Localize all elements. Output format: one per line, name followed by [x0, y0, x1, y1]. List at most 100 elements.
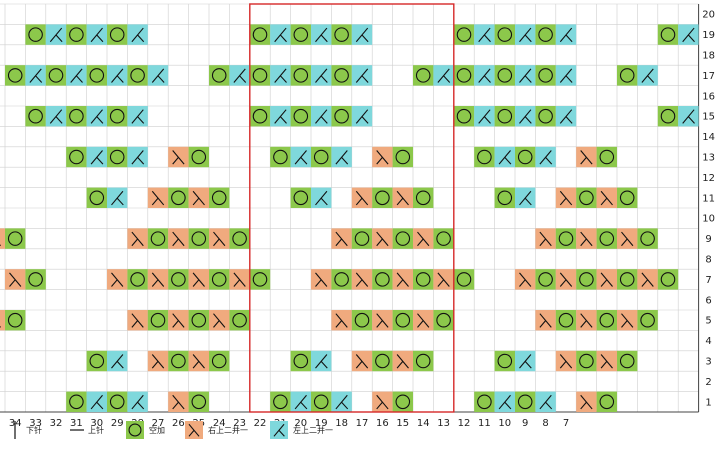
left-k2tog-icon — [559, 109, 573, 124]
right-k2tog-icon — [233, 272, 246, 287]
yarn-over-cell — [311, 146, 332, 168]
yarn-over-icon — [334, 68, 349, 83]
right-k2tog-icon — [376, 231, 389, 247]
right-k2tog-cell — [535, 228, 556, 249]
yarn-over-icon — [456, 272, 472, 287]
yarn-over-cell — [249, 65, 271, 86]
column-label: 17 — [356, 418, 369, 429]
yarn-over-cell — [331, 269, 352, 290]
yarn-over-icon — [497, 108, 513, 124]
yarn-over-cell — [637, 228, 658, 249]
yarn-over-icon — [7, 68, 23, 83]
yarn-over-icon — [109, 394, 125, 410]
yarn-over-cell — [576, 350, 597, 372]
legend-label: 下针 — [26, 425, 42, 435]
right-k2tog-cell — [535, 310, 556, 331]
right-k2tog-cell — [576, 310, 597, 331]
column-label: 23 — [233, 418, 246, 429]
right-k2tog-cell — [555, 350, 577, 372]
right-k2tog-cell — [515, 269, 536, 290]
legend: 下针 上针 空加 右上二并一 左上二并一 — [14, 421, 333, 439]
right-k2tog-icon — [172, 394, 185, 410]
left-k2tog-icon — [294, 150, 308, 165]
row-label: 10 — [702, 214, 715, 225]
left-k2tog-icon — [131, 109, 145, 124]
yarn-over-icon — [558, 312, 574, 328]
left-k2tog-cell — [494, 391, 515, 412]
yarn-over-icon — [415, 272, 431, 287]
right-k2tog-icon — [355, 354, 369, 369]
yarn-over-cell — [290, 106, 311, 127]
right-k2tog-icon — [580, 394, 593, 410]
yarn-over-cell — [25, 106, 46, 127]
yarn-over-icon — [415, 190, 431, 206]
right-k2tog-cell — [185, 421, 203, 439]
yarn-over-icon — [538, 272, 553, 287]
yarn-over-cell — [270, 146, 291, 168]
left-k2tog-icon — [478, 109, 491, 124]
right-k2tog-icon — [600, 190, 613, 206]
right-k2tog-icon — [396, 190, 409, 206]
yarn-over-cell — [494, 24, 515, 45]
yarn-over-icon — [660, 108, 676, 124]
yarn-over-cell — [168, 269, 189, 290]
right-k2tog-icon — [600, 354, 613, 369]
left-k2tog-icon — [519, 109, 532, 124]
yarn-over-icon — [395, 394, 411, 410]
yarn-over-icon — [109, 149, 125, 165]
left-k2tog-icon — [131, 394, 145, 410]
right-k2tog-icon — [151, 354, 165, 369]
right-k2tog-cell — [413, 228, 434, 249]
yarn-over-icon — [171, 353, 186, 369]
column-label: 19 — [315, 418, 328, 429]
left-k2tog-icon — [90, 150, 104, 165]
yarn-over-cell — [596, 310, 617, 331]
yarn-over-icon — [211, 272, 227, 287]
row-label: 3 — [705, 357, 711, 368]
left-k2tog-icon — [355, 27, 369, 43]
left-k2tog-cell — [147, 65, 169, 86]
right-k2tog-cell — [147, 187, 169, 208]
yarn-over-icon — [28, 272, 43, 287]
yarn-over-icon — [579, 190, 594, 206]
yarn-over-cell — [290, 350, 311, 372]
column-label: 29 — [111, 418, 124, 429]
column-label: 8 — [542, 418, 548, 429]
yarn-over-icon — [415, 68, 431, 83]
yarn-over-cell — [555, 228, 577, 249]
right-k2tog-cell — [413, 310, 434, 331]
yarn-over-icon — [497, 68, 513, 83]
column-label: 31 — [70, 418, 83, 429]
yarn-over-cell — [637, 310, 658, 331]
stitch-cells — [0, 24, 699, 412]
right-k2tog-icon — [355, 272, 369, 287]
right-k2tog-icon — [580, 231, 593, 247]
right-k2tog-icon — [9, 272, 22, 287]
column-label: 13 — [437, 418, 450, 429]
yarn-over-cell — [66, 106, 87, 127]
yarn-over-icon — [211, 353, 227, 369]
yarn-over-icon — [599, 394, 615, 410]
yarn-over-cell — [617, 65, 638, 86]
left-k2tog-cell — [127, 106, 148, 127]
left-k2tog-icon — [519, 354, 532, 369]
row-label: 1 — [705, 397, 711, 408]
yarn-over-icon — [640, 231, 655, 246]
left-k2tog-icon — [111, 190, 124, 206]
left-k2tog-icon — [315, 109, 328, 124]
right-k2tog-cell — [351, 269, 373, 290]
yarn-over-cell — [392, 391, 413, 412]
right-k2tog-icon — [335, 313, 348, 328]
row-label: 6 — [705, 295, 711, 306]
yarn-over-cell — [249, 24, 271, 45]
row-label: 11 — [702, 193, 715, 204]
right-k2tog-cell — [617, 228, 638, 249]
yarn-over-cell — [25, 269, 46, 290]
yarn-over-cell — [413, 350, 434, 372]
yarn-over-cell — [331, 24, 352, 45]
yarn-over-cell — [555, 310, 577, 331]
left-k2tog-cell — [25, 65, 46, 86]
yarn-over-icon — [334, 27, 349, 42]
right-k2tog-icon — [111, 272, 124, 287]
left-k2tog-cell — [351, 65, 373, 86]
